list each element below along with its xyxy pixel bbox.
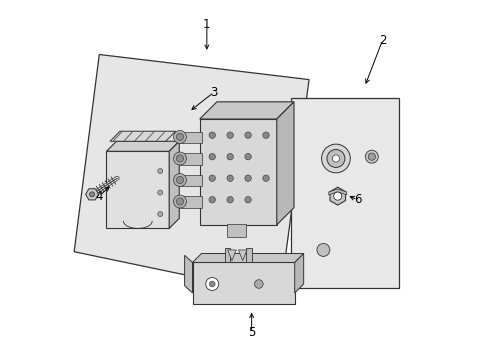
Circle shape: [226, 175, 233, 181]
Circle shape: [208, 197, 215, 203]
Circle shape: [226, 153, 233, 160]
Circle shape: [208, 153, 215, 160]
Polygon shape: [106, 141, 179, 151]
Polygon shape: [294, 253, 303, 293]
Text: 3: 3: [210, 86, 217, 99]
Polygon shape: [238, 250, 246, 261]
Text: 4: 4: [95, 190, 103, 203]
Circle shape: [176, 155, 183, 162]
Circle shape: [244, 175, 251, 181]
Circle shape: [226, 132, 233, 138]
Circle shape: [205, 278, 218, 291]
Bar: [180, 175, 202, 186]
Bar: [199, 119, 276, 225]
Circle shape: [244, 153, 251, 160]
Circle shape: [158, 168, 163, 174]
Circle shape: [173, 131, 186, 143]
Circle shape: [226, 197, 233, 203]
Circle shape: [254, 280, 263, 288]
Polygon shape: [110, 131, 175, 141]
Bar: [192, 262, 294, 304]
Polygon shape: [192, 253, 303, 262]
Polygon shape: [85, 189, 99, 200]
Circle shape: [326, 149, 344, 167]
Circle shape: [158, 190, 163, 195]
Polygon shape: [276, 102, 293, 225]
Circle shape: [158, 212, 163, 217]
Text: 6: 6: [353, 193, 361, 206]
Bar: [180, 132, 202, 143]
Circle shape: [208, 175, 215, 181]
Circle shape: [367, 153, 375, 160]
Circle shape: [89, 192, 94, 197]
Polygon shape: [328, 189, 346, 195]
Circle shape: [316, 243, 329, 256]
Bar: [224, 248, 230, 262]
Circle shape: [332, 155, 339, 162]
Circle shape: [176, 198, 183, 205]
Circle shape: [209, 281, 215, 287]
Circle shape: [173, 174, 186, 186]
Circle shape: [176, 134, 183, 140]
Polygon shape: [74, 54, 308, 295]
Circle shape: [262, 175, 269, 181]
Circle shape: [321, 144, 349, 173]
Bar: [226, 224, 246, 237]
Circle shape: [173, 195, 186, 208]
Circle shape: [176, 176, 183, 184]
Bar: [180, 153, 202, 165]
Bar: [246, 248, 251, 262]
Bar: [106, 151, 169, 228]
Circle shape: [262, 132, 269, 138]
Polygon shape: [199, 102, 293, 119]
Text: 5: 5: [247, 326, 255, 339]
Circle shape: [244, 197, 251, 203]
Text: 1: 1: [203, 18, 210, 31]
Polygon shape: [184, 255, 192, 293]
Bar: [180, 196, 202, 208]
Circle shape: [333, 192, 341, 200]
Polygon shape: [169, 141, 179, 228]
Text: 2: 2: [378, 33, 386, 47]
Circle shape: [208, 132, 215, 138]
Polygon shape: [227, 250, 236, 261]
Polygon shape: [290, 98, 398, 288]
Circle shape: [173, 152, 186, 165]
Polygon shape: [329, 187, 345, 205]
Circle shape: [365, 150, 378, 163]
Circle shape: [244, 132, 251, 138]
